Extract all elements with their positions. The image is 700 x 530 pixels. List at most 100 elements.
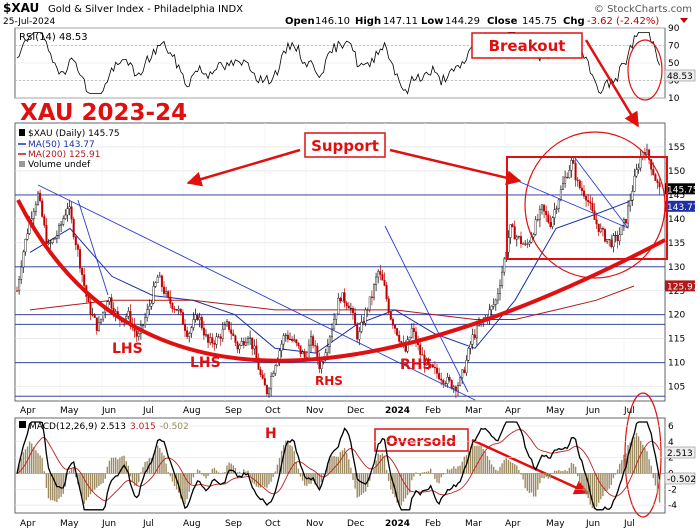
price-bar-body <box>457 385 460 392</box>
macd-hist-bar <box>472 443 474 474</box>
price-bar-body <box>450 379 453 389</box>
macd-hist-bar <box>28 441 31 474</box>
macd-hist-bar <box>364 473 367 492</box>
macd-hist-bar <box>249 473 251 478</box>
price-axis-tag-text: 145.75 <box>667 185 699 195</box>
macd-hist-bar <box>556 470 558 474</box>
price-bar-body <box>87 296 90 303</box>
macd-hist-bar <box>360 473 363 495</box>
price-bar-body <box>427 359 430 365</box>
macd-hist-bar <box>333 456 335 474</box>
price-bar-body <box>307 344 310 359</box>
price-bar-body <box>345 302 348 307</box>
macd-hist-bar <box>83 473 85 504</box>
x-tick-label: May <box>60 519 79 529</box>
price-bar-body <box>230 329 233 334</box>
high-label: High <box>355 16 381 27</box>
high-value: 147.11 <box>383 16 418 27</box>
price-bar-body <box>408 336 411 341</box>
x-tick-label: Oct <box>265 406 281 416</box>
x-tick-label: Jul <box>142 519 154 529</box>
price-bar-body <box>43 216 46 226</box>
price-bar-body <box>375 276 378 286</box>
macd-legend-v1: 2.513 <box>100 422 126 432</box>
open-label: Open <box>285 16 315 27</box>
macd-hist-bar <box>627 445 629 474</box>
macd-hist-bar <box>564 469 566 474</box>
hist-tag-value: -0.502 <box>667 475 696 485</box>
macd-hist-bar <box>43 471 45 474</box>
macd-hist-bar <box>652 473 654 479</box>
macd-hist-bar <box>560 471 562 474</box>
price-bar-body <box>194 314 197 320</box>
title-annotation: XAU 2023-24 <box>20 100 187 126</box>
x-tick-label: Nov <box>306 406 324 416</box>
price-bar-body <box>583 190 586 197</box>
price-bar-body <box>32 211 35 219</box>
macd-hist-bar <box>383 456 386 474</box>
price-bar-body <box>240 341 243 346</box>
macd-hist-bar <box>549 473 552 479</box>
price-bar-body <box>524 243 527 245</box>
price-bar-body <box>213 342 216 345</box>
macd-hist-bar <box>133 473 136 486</box>
price-bar-body <box>429 364 432 366</box>
macd-hist-bar <box>608 473 610 489</box>
price-bar-body <box>438 373 441 380</box>
annotations: XAU 2023-24 Support Breakout LHS LHS RHS… <box>16 32 668 518</box>
price-bar-body <box>545 211 548 216</box>
price-bar-body <box>396 328 399 336</box>
price-bar-body <box>144 317 147 326</box>
macd-hist-bar <box>85 473 87 501</box>
price-bar-body <box>337 297 340 315</box>
support-label: Support <box>311 137 379 155</box>
price-bar-body <box>110 297 113 309</box>
macd-hist-bar <box>541 473 543 479</box>
price-bar-body <box>446 376 449 384</box>
macd-hist-bar <box>129 473 132 477</box>
macd-hist-bar <box>184 473 186 505</box>
price-bar-body <box>494 299 497 305</box>
price-grid <box>15 123 665 401</box>
price-bar-body <box>24 239 27 253</box>
macd-hist-bar <box>350 467 352 474</box>
macd-hist-bar <box>579 473 581 484</box>
macd-hist-bar <box>514 464 516 474</box>
low-value: 144.29 <box>445 16 480 27</box>
price-bar-body <box>312 336 315 346</box>
rsi-tick-label: 70 <box>668 42 680 52</box>
macd-hist-bar <box>436 473 438 483</box>
macd-hist-bar <box>604 473 606 491</box>
price-bar-body <box>60 224 63 226</box>
macd-hist-bar <box>585 473 587 495</box>
macd-hist-bar <box>215 470 218 474</box>
macd-hist-bar <box>524 473 526 489</box>
price-bar-body <box>572 160 575 164</box>
macd-hist-bar <box>144 461 146 474</box>
macd-hist-bar <box>18 464 20 474</box>
price-bar-body <box>156 276 159 283</box>
trend-line-2 <box>384 225 469 393</box>
macd-hist-bar <box>75 473 77 478</box>
macd-hist-bar <box>612 473 615 479</box>
macd-legend-text: MACD(12,26,9) 2.513 3.015 -0.502 <box>29 422 189 432</box>
trend-line-3 <box>77 199 109 296</box>
price-bar-body <box>259 369 262 375</box>
macd-hist-bar <box>171 473 174 482</box>
macd-hist-bar <box>371 473 373 474</box>
price-bar-body <box>34 204 37 212</box>
price-bar-body <box>190 327 193 334</box>
price-bar-body <box>471 334 474 345</box>
macd-hist-bar <box>400 473 402 506</box>
macd-hist-bar <box>89 473 92 495</box>
price-bar-body <box>610 239 613 248</box>
price-bar-body <box>91 314 94 316</box>
price-bar-body <box>557 199 560 209</box>
macd-hist-bar <box>423 471 426 474</box>
price-bar-body <box>49 242 52 244</box>
legend-volume: Volume undef <box>28 160 91 170</box>
price-bar-body <box>93 314 96 318</box>
x-tick-label: 2024 <box>385 519 410 529</box>
price-bar-body <box>534 219 537 235</box>
rsi-tick-label: 50 <box>668 59 680 69</box>
